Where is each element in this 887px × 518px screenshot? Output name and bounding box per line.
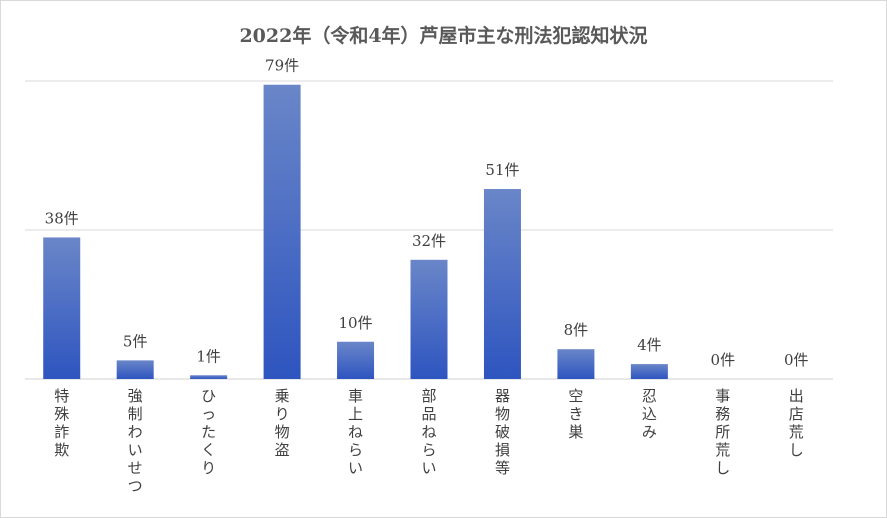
bar <box>43 237 81 379</box>
category-label: 器物破損等 <box>495 387 510 477</box>
data-label: 0件 <box>711 351 736 369</box>
chart-title: 2022年（令和4年）芦屋市主な刑法犯認知状況 <box>239 25 648 47</box>
category-label: 出店荒し <box>789 387 804 459</box>
data-label: 0件 <box>784 351 809 369</box>
bar <box>630 364 668 379</box>
data-label: 8件 <box>564 321 589 339</box>
bar <box>483 189 521 379</box>
data-label: 79件 <box>265 57 299 75</box>
data-label: 32件 <box>412 232 446 250</box>
bar <box>337 341 375 379</box>
category-label: 乗り物盗 <box>275 387 290 459</box>
bar <box>190 375 228 379</box>
category-label: 強制わいせつ <box>128 387 143 495</box>
category-label: 事務所荒し <box>715 387 730 477</box>
category-label: ひったくり <box>201 387 216 477</box>
category-label: 特殊詐欺 <box>54 387 69 459</box>
data-label: 1件 <box>196 347 221 365</box>
data-label: 10件 <box>338 314 372 332</box>
bar <box>263 84 301 379</box>
bar <box>557 349 595 379</box>
bar <box>410 259 448 379</box>
data-label: 38件 <box>45 209 79 227</box>
data-label: 51件 <box>485 161 519 179</box>
data-label: 5件 <box>123 332 148 350</box>
bar <box>116 360 154 379</box>
category-label: 忍込み <box>642 387 657 441</box>
category-label: 部品ねらい <box>421 387 436 477</box>
category-label: 空き巣 <box>568 387 583 441</box>
data-label: 4件 <box>637 336 662 354</box>
category-label: 車上ねらい <box>348 387 363 477</box>
